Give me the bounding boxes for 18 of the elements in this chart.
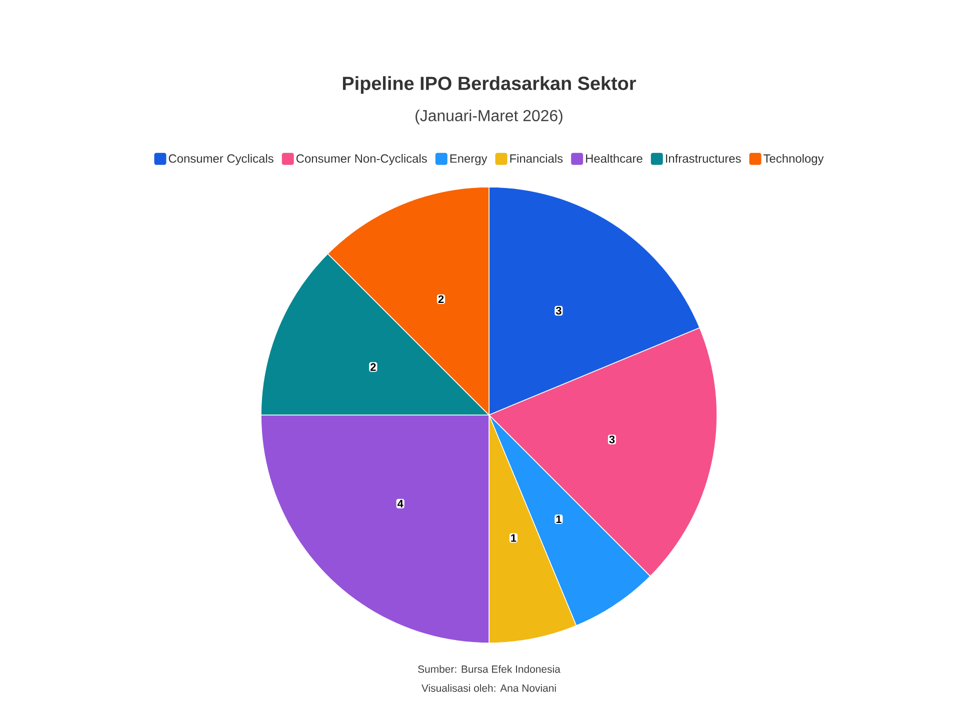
- legend-label: Healthcare: [586, 154, 642, 163]
- chart-title: Pipeline IPO Berdasarkan Sektor: [342, 76, 636, 94]
- data-label: 2: [370, 363, 376, 371]
- chart-subtitle: (Januari-Maret 2026): [416, 110, 562, 124]
- text: Sumber: Bursa Efek Indonesia: [418, 665, 560, 673]
- data-label: 3: [609, 436, 615, 444]
- text: Visualisasi oleh: Ana Noviani: [422, 684, 556, 692]
- legend-label: Infrastructures: [666, 154, 741, 163]
- data-label: 2: [438, 295, 444, 303]
- legend-label: Consumer Cyclicals: [168, 154, 274, 166]
- legend-label: Consumer Non-Cyclicals: [296, 154, 427, 166]
- data-label: 3: [556, 306, 562, 315]
- data-label: 4: [397, 500, 404, 508]
- legend-label: Financials: [510, 154, 563, 163]
- legend-label: Technology: [764, 154, 824, 166]
- data-label: 1: [556, 515, 562, 524]
- data-label: 1: [511, 534, 516, 542]
- legend-label: Energy: [450, 154, 488, 166]
